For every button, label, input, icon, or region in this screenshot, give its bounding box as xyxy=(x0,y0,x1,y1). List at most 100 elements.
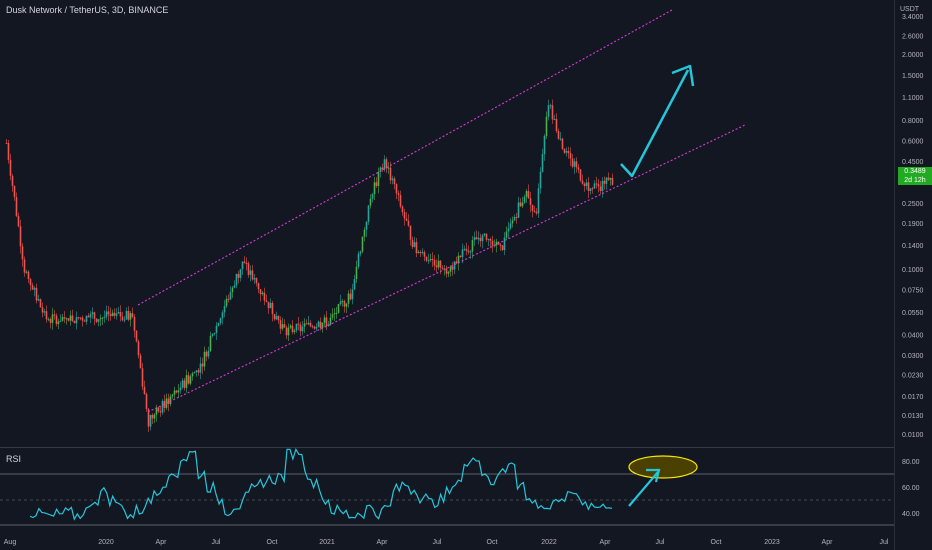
candle-body xyxy=(355,266,358,280)
candle-body xyxy=(161,400,164,413)
candle-body xyxy=(149,414,152,427)
time-tick-label: Aug xyxy=(4,539,17,546)
candle-body xyxy=(519,202,522,207)
candle-body xyxy=(603,180,606,184)
candle-body xyxy=(573,161,576,167)
candle-body xyxy=(23,259,26,273)
candle-body xyxy=(587,182,590,191)
candle-body xyxy=(343,301,346,307)
candle-body xyxy=(245,263,248,265)
candle-body xyxy=(107,311,110,315)
candle-body xyxy=(341,301,344,303)
rsi-line xyxy=(29,447,613,521)
candle-body xyxy=(303,323,306,327)
candle-body xyxy=(261,292,264,295)
last-price-badge[interactable]: 0.3489 2d 12h xyxy=(898,167,932,185)
price-tick-label: 0.0400 xyxy=(902,333,924,340)
candle-body xyxy=(273,313,276,320)
projection-arrow-main-head xyxy=(671,64,695,87)
time-tick-label: 2022 xyxy=(541,539,557,546)
candle-body xyxy=(37,299,40,301)
candle-body xyxy=(535,211,538,214)
candle-body xyxy=(183,380,186,388)
candle-body xyxy=(115,313,118,316)
candle-body xyxy=(207,351,210,357)
candle-body xyxy=(217,322,220,326)
time-tick-label: Oct xyxy=(711,539,722,546)
rsi-tick-label: 60.00 xyxy=(902,485,920,492)
candle-body xyxy=(429,258,432,261)
candle-body xyxy=(515,216,518,218)
candle-body xyxy=(351,289,354,300)
candle-body xyxy=(49,319,52,323)
candle-body xyxy=(319,321,322,329)
candle-body xyxy=(41,307,44,313)
candle-body xyxy=(155,407,158,415)
candle-body xyxy=(387,167,390,169)
candle-body xyxy=(521,202,524,207)
candle-body xyxy=(527,191,530,199)
candle-body xyxy=(5,142,8,144)
candle-body xyxy=(253,278,256,280)
candle-body xyxy=(233,285,236,288)
candle-body xyxy=(127,310,130,320)
candle-body xyxy=(525,191,528,197)
candle-body xyxy=(53,314,56,316)
candle-body xyxy=(61,317,64,321)
price-tick-label: 0.0230 xyxy=(902,372,924,379)
candle-body xyxy=(441,267,444,269)
candle-body xyxy=(457,255,460,264)
candle-body xyxy=(119,312,122,317)
price-tick-label: 0.1000 xyxy=(902,267,924,274)
candle-body xyxy=(89,314,92,318)
candle-body xyxy=(97,319,100,322)
candle-body xyxy=(599,186,602,192)
trend-channel xyxy=(137,9,746,413)
candle-body xyxy=(379,167,382,172)
price-axis-separator xyxy=(894,0,895,550)
candle-body xyxy=(365,221,368,230)
candle-body xyxy=(485,233,488,240)
candle-body xyxy=(579,169,582,181)
candle-body xyxy=(235,273,238,286)
candle-body xyxy=(469,251,472,253)
candle-body xyxy=(211,333,214,336)
candle-body xyxy=(495,241,498,246)
candle-body xyxy=(159,411,162,413)
candle-body xyxy=(431,258,434,261)
candle-body xyxy=(569,153,572,159)
candle-body xyxy=(247,263,250,275)
rsi-pane-separator xyxy=(0,447,894,448)
candle-body xyxy=(595,183,598,185)
price-tick-label: 0.0550 xyxy=(902,310,924,317)
candle-body xyxy=(417,251,420,254)
candle-body xyxy=(79,317,82,319)
candle-body xyxy=(29,279,32,286)
candle-body xyxy=(283,324,286,328)
channel-lower-line xyxy=(147,124,746,413)
candle-body xyxy=(231,287,234,293)
candle-body xyxy=(91,312,94,315)
candle-body xyxy=(99,318,102,320)
price-tick-label: 0.1400 xyxy=(902,243,924,250)
candle-body xyxy=(477,237,480,240)
candle-body xyxy=(145,394,148,409)
candle-body xyxy=(19,226,22,247)
candles xyxy=(5,99,614,432)
candle-body xyxy=(399,194,402,207)
candle-body xyxy=(511,220,514,224)
time-tick-label: Jul xyxy=(433,539,442,546)
candle-body xyxy=(311,326,314,328)
candle-body xyxy=(293,330,296,332)
candle-body xyxy=(479,237,482,242)
price-tick-label: 0.0300 xyxy=(902,353,924,360)
candle-body xyxy=(177,390,180,393)
candle-body xyxy=(237,273,240,278)
rsi-axis: 80.00 60.00 40.00 xyxy=(902,459,920,518)
candle-body xyxy=(445,268,448,274)
candle-body xyxy=(513,216,516,221)
candle-body xyxy=(291,325,294,332)
candle-body xyxy=(251,270,254,280)
candle-body xyxy=(597,184,600,187)
